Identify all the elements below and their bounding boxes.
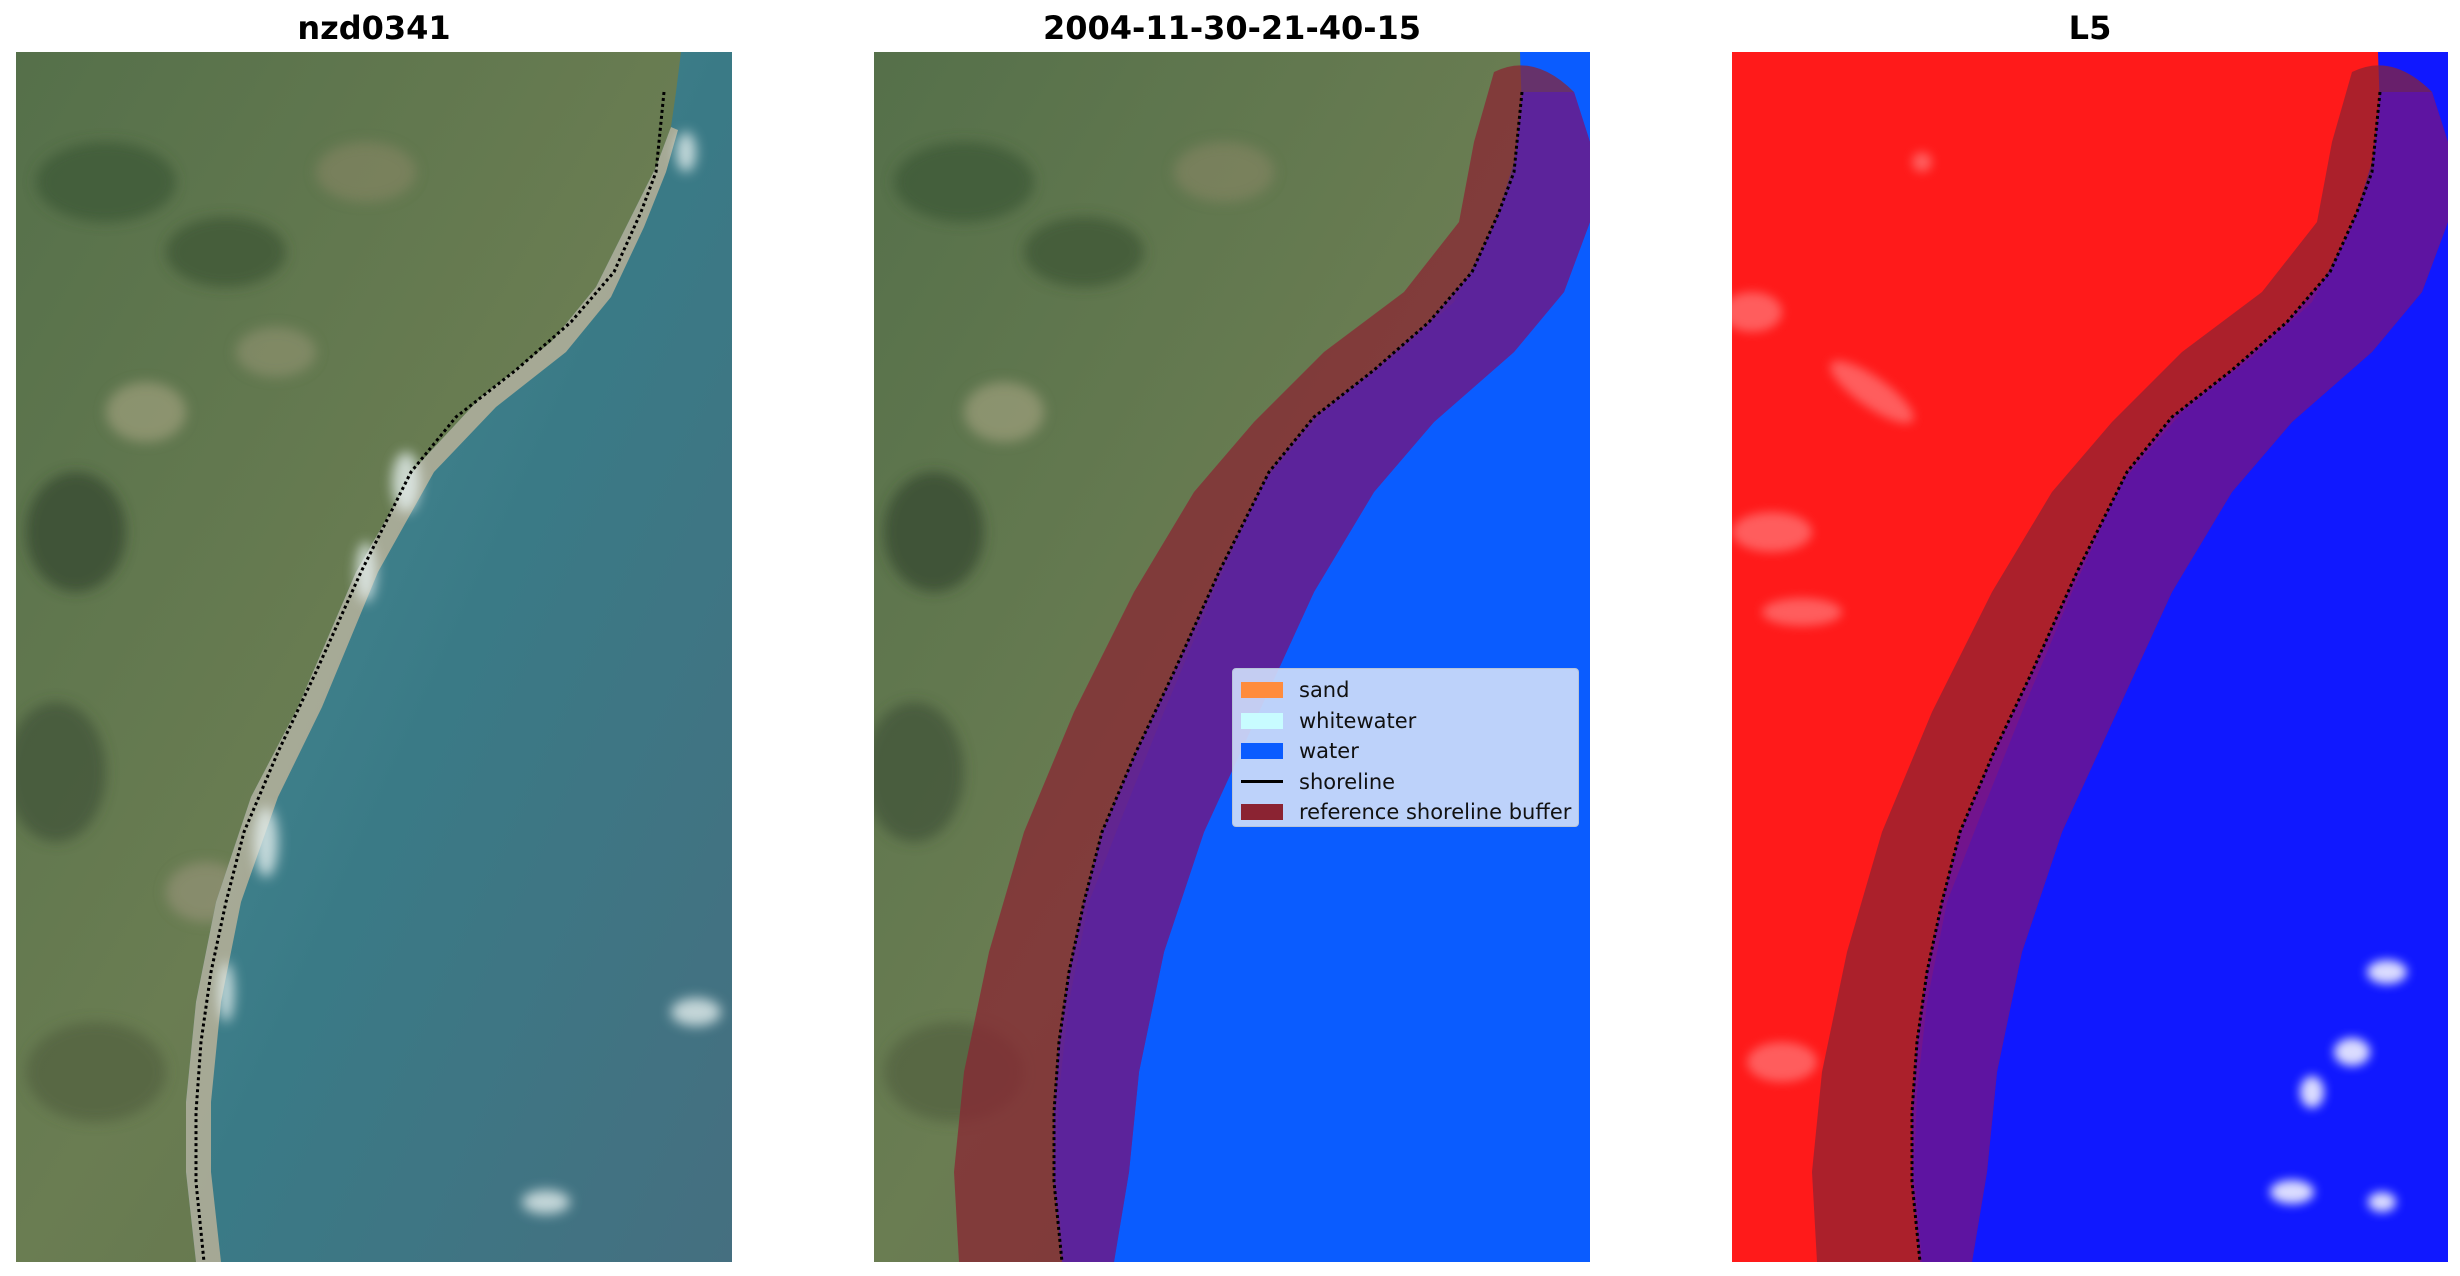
shoreline-line bbox=[194, 91, 666, 1262]
legend-item-buffer: reference shoreline buffer bbox=[1233, 797, 1578, 828]
legend-item-shoreline: shoreline bbox=[1233, 767, 1578, 798]
legend-item-whitewater: whitewater bbox=[1233, 706, 1578, 737]
water-swatch bbox=[1241, 743, 1283, 760]
beach-strip bbox=[186, 127, 678, 1262]
legend-label: water bbox=[1299, 739, 1359, 764]
shoreline-line bbox=[1910, 91, 2382, 1262]
l5-land-texture bbox=[1732, 152, 1932, 1082]
legend-item-sand: sand bbox=[1233, 675, 1578, 706]
sea-area bbox=[186, 52, 732, 1262]
legend-label: whitewater bbox=[1299, 708, 1417, 733]
satellite-rgb-image bbox=[16, 52, 732, 1262]
classification-image bbox=[874, 52, 1590, 1262]
legend-label: sand bbox=[1299, 678, 1350, 703]
shoreline-swatch bbox=[1241, 780, 1283, 784]
buffer-over-water bbox=[1912, 92, 2448, 1262]
panel-title-rgb: nzd0341 bbox=[297, 9, 451, 47]
legend: sand whitewater water shoreline referenc… bbox=[1232, 668, 1579, 827]
whitewater-swatch bbox=[1241, 712, 1283, 729]
panel-title-l5: L5 bbox=[2068, 9, 2112, 47]
legend-label: shoreline bbox=[1299, 769, 1396, 794]
buffer-over-water bbox=[1054, 92, 1590, 1262]
legend-label: reference shoreline buffer bbox=[1299, 800, 1572, 825]
shoreline-line bbox=[1052, 91, 1524, 1262]
l5-water-bright-patches bbox=[2270, 960, 2407, 1212]
buffer-swatch bbox=[1241, 804, 1283, 821]
l5-image bbox=[1732, 52, 2448, 1262]
legend-item-water: water bbox=[1233, 736, 1578, 767]
sand-swatch bbox=[1241, 682, 1283, 699]
panel-title-classification: 2004-11-30-21-40-15 bbox=[1042, 9, 1422, 47]
